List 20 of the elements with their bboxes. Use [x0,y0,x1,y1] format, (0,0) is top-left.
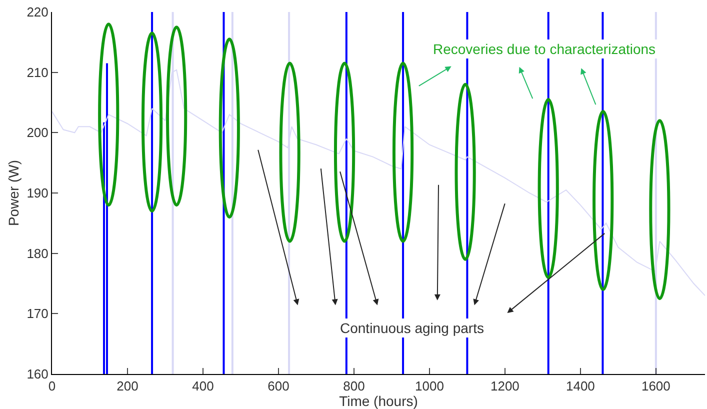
x-tick-label: 0 [48,378,56,394]
x-tick-label: 1000 [415,378,444,394]
y-tick-label: 220 [26,4,48,20]
y-tick-label: 190 [26,186,48,201]
y-tick-label: 200 [26,125,48,140]
y-tick-label: 160 [26,366,48,382]
y-tick-label: 180 [26,246,48,261]
annotation: Continuous aging parts [340,320,484,336]
x-tick-label: 800 [343,378,365,394]
x-tick-label: 200 [116,378,138,394]
x-tick-label: 1200 [490,378,520,394]
x-tick-label: 1600 [641,378,670,394]
x-tick-label: 400 [192,378,214,394]
x-tick-label: 600 [268,378,290,394]
y-tick-label: 210 [26,64,48,80]
y-tick-label: 170 [26,306,48,322]
y-axis-title: Power (W) [5,160,22,226]
x-tick-label: 1400 [566,378,595,394]
annotation: Recoveries due to characterizations [433,41,656,57]
x-axis-title: Time (hours) [339,393,418,409]
